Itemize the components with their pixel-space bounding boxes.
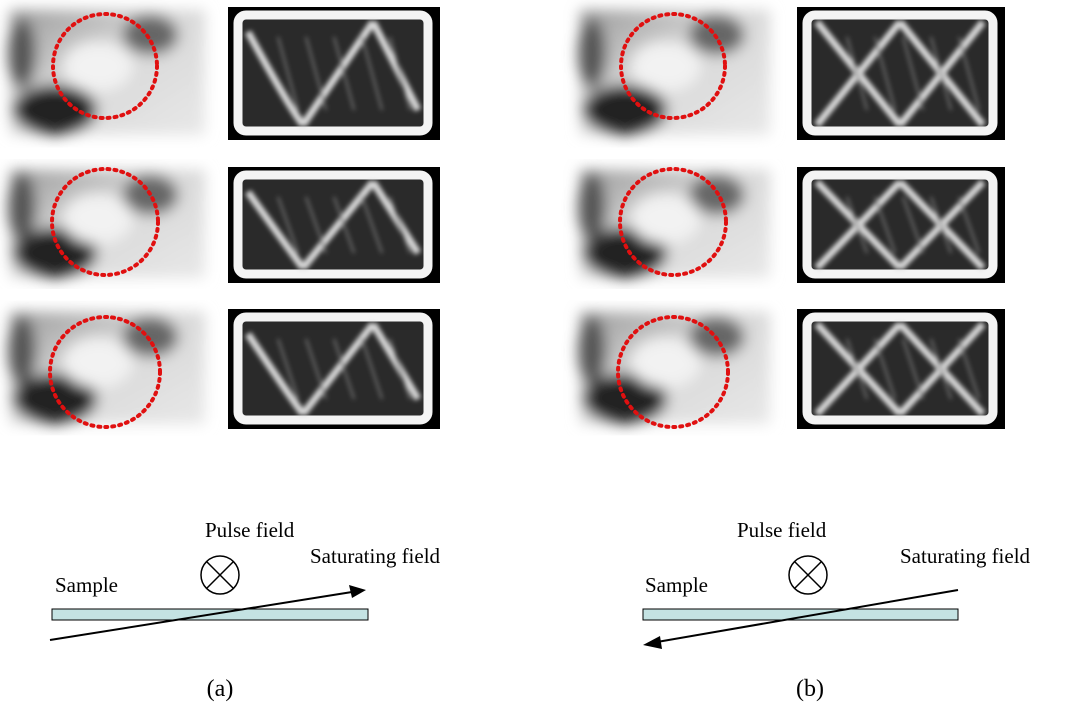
light-spot <box>63 337 133 387</box>
diagram-a: Pulse field Saturating field Sample (a) <box>50 518 441 702</box>
moke-image <box>578 170 770 278</box>
image-pair <box>578 167 1005 283</box>
domain-frame <box>807 317 993 420</box>
dark-spot <box>8 173 36 243</box>
saturating-field-label: Saturating field <box>310 544 441 568</box>
image-pair <box>578 309 1005 429</box>
light-spot <box>63 194 133 244</box>
panel-label: (a) <box>207 676 234 702</box>
sample-bar <box>643 609 958 620</box>
image-pair <box>8 7 440 140</box>
domain-frame <box>807 175 993 274</box>
dark-spot <box>8 19 36 89</box>
dark-spot <box>578 19 606 89</box>
figure: Pulse field Saturating field Sample (a) … <box>0 0 1087 718</box>
moke-image <box>578 312 770 424</box>
panel-label: (b) <box>796 676 824 702</box>
dark-spot <box>583 85 667 135</box>
saturating-field-label: Saturating field <box>900 544 1031 568</box>
image-pair <box>578 7 1005 140</box>
image-pair <box>8 167 440 283</box>
moke-image <box>8 170 205 278</box>
dark-spot <box>578 173 606 243</box>
light-spot <box>631 194 701 244</box>
dark-spot <box>578 316 606 386</box>
moke-image <box>578 10 770 135</box>
dark-spot <box>8 316 36 386</box>
sample-label: Sample <box>645 573 708 597</box>
moke-image <box>8 312 205 424</box>
image-pair <box>8 309 440 429</box>
light-spot <box>631 41 701 91</box>
light-spot <box>631 337 701 387</box>
domain-frame <box>807 15 993 131</box>
dark-spot <box>13 85 97 135</box>
sample-label: Sample <box>55 573 118 597</box>
light-spot <box>63 41 133 91</box>
pulse-field-label: Pulse field <box>737 518 827 542</box>
pulse-field-label: Pulse field <box>205 518 295 542</box>
diagram-b: Pulse field Saturating field Sample (b) <box>643 518 1031 702</box>
